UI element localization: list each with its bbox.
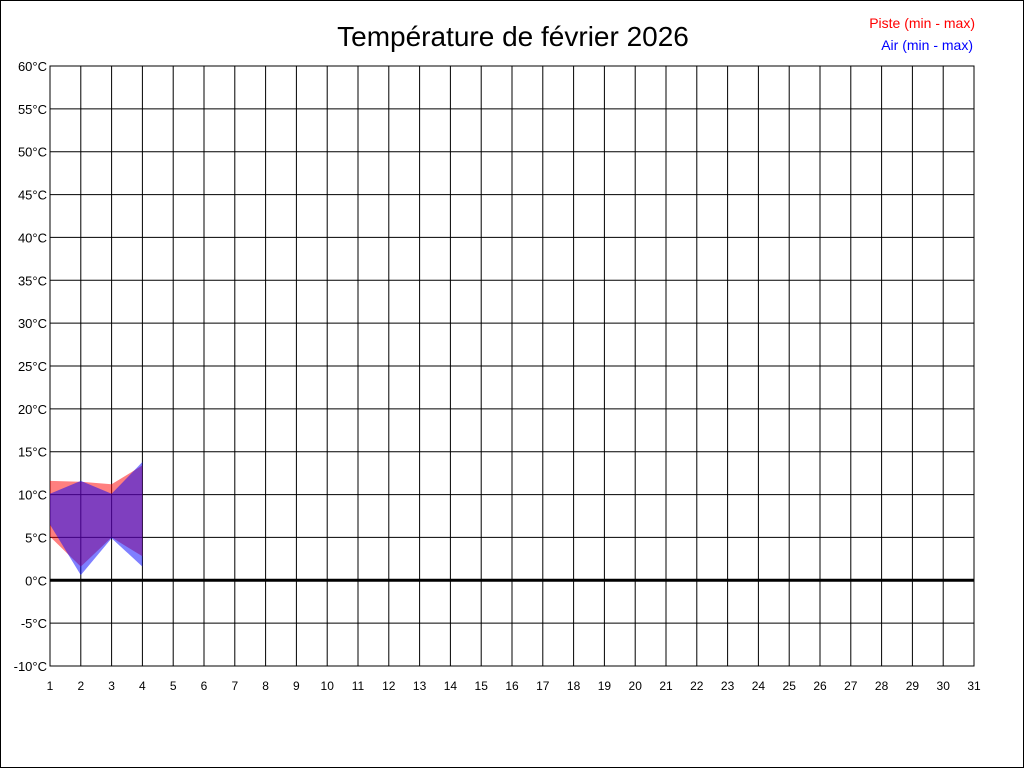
y-tick-label: 60°C [18,59,47,74]
y-tick-label: 15°C [18,445,47,460]
x-tick-label: 28 [875,679,889,693]
y-tick-label: 10°C [18,488,47,503]
y-tick-label: -10°C [14,659,47,674]
x-tick-label: 7 [231,679,238,693]
x-tick-label: 17 [536,679,550,693]
x-tick-label: 9 [293,679,300,693]
x-tick-label: 26 [813,679,827,693]
x-tick-label: 20 [629,679,643,693]
y-tick-label: 0°C [25,573,47,588]
x-tick-label: 16 [505,679,519,693]
y-tick-label: -5°C [21,616,47,631]
x-tick-label: 2 [77,679,84,693]
area-air [50,462,143,576]
x-tick-label: 15 [475,679,489,693]
y-tick-label: 40°C [18,230,47,245]
x-tick-label: 10 [321,679,335,693]
x-tick-label: 5 [170,679,177,693]
y-tick-label: 45°C [18,188,47,203]
chart-title: Température de février 2026 [337,21,689,52]
x-tick-label: 24 [752,679,766,693]
y-tick-label: 50°C [18,145,47,160]
legend-air: Air (min - max) [881,37,973,53]
y-tick-label: 30°C [18,316,47,331]
x-tick-label: 22 [690,679,704,693]
y-tick-label: 20°C [18,402,47,417]
x-tick-label: 6 [201,679,208,693]
x-tick-label: 29 [906,679,920,693]
x-tick-label: 14 [444,679,458,693]
x-tick-label: 8 [262,679,269,693]
x-tick-label: 18 [567,679,581,693]
x-tick-label: 25 [783,679,797,693]
x-tick-label: 31 [967,679,981,693]
x-tick-label: 11 [352,679,365,693]
x-tick-label: 21 [659,679,673,693]
x-tick-label: 1 [47,679,54,693]
y-tick-label: 55°C [18,102,47,117]
x-tick-label: 3 [108,679,115,693]
x-tick-label: 4 [139,679,146,693]
y-tick-label: 35°C [18,273,47,288]
x-tick-label: 13 [413,679,427,693]
x-tick-label: 27 [844,679,858,693]
legend-piste: Piste (min - max) [869,15,975,31]
x-tick-label: 12 [382,679,396,693]
y-tick-label: 5°C [25,530,47,545]
y-tick-label: 25°C [18,359,47,374]
x-tick-label: 30 [937,679,951,693]
x-tick-label: 23 [721,679,735,693]
x-tick-label: 19 [598,679,612,693]
